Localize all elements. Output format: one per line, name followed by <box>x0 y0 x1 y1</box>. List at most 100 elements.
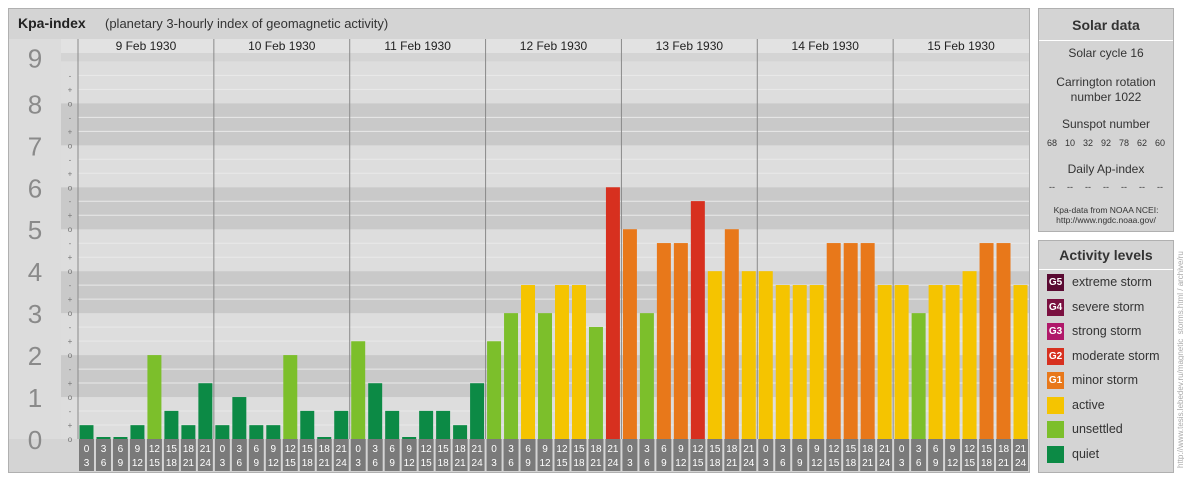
y-tick-label: 8 <box>28 89 42 119</box>
hour-start-label: 9 <box>678 444 684 455</box>
kp-bar <box>232 397 247 439</box>
hour-cell <box>792 439 808 471</box>
y-minor-mark: - <box>69 323 72 332</box>
kp-bar <box>521 285 536 439</box>
hour-cell <box>809 439 825 471</box>
hour-cell <box>435 439 451 471</box>
hour-end-label: 18 <box>438 458 450 469</box>
legend-swatch: G4 <box>1047 298 1064 316</box>
kp-bar <box>283 355 298 439</box>
hour-cell <box>214 439 230 471</box>
chart-title: Kpa-index <box>18 15 86 31</box>
hour-cell <box>758 439 774 471</box>
hour-cell <box>588 439 604 471</box>
y-minor-mark: + <box>68 421 73 430</box>
y-minor-mark: + <box>68 169 73 178</box>
y-tick-label: 7 <box>28 131 42 161</box>
carrington-rotation: Carrington rotation number 1022 <box>1056 75 1156 104</box>
ap-index-value: -- <box>1067 182 1073 192</box>
hour-start-label: 21 <box>743 444 755 455</box>
hour-end-label: 9 <box>797 458 803 469</box>
hour-end-label: 24 <box>336 458 348 469</box>
hour-end-label: 6 <box>780 458 786 469</box>
hour-start-label: 0 <box>763 444 769 455</box>
hour-cell <box>486 439 502 471</box>
hour-cell <box>367 439 383 471</box>
hour-start-label: 9 <box>814 444 820 455</box>
hour-start-label: 9 <box>950 444 956 455</box>
legend-label: extreme storm <box>1072 275 1152 289</box>
activity-levels-title: Activity levels <box>1059 247 1153 263</box>
hour-start-label: 0 <box>355 444 361 455</box>
hour-start-label: 3 <box>916 444 922 455</box>
hour-cell <box>384 439 400 471</box>
y-minor-mark: o <box>68 267 73 276</box>
chart-subtitle: (planetary 3-hourly index of geomagnetic… <box>105 16 389 31</box>
sunspot-value: 62 <box>1136 138 1147 148</box>
hour-start-label: 0 <box>220 444 226 455</box>
hour-end-label: 15 <box>149 458 161 469</box>
legend-item: active <box>1047 396 1171 417</box>
sunspot-value: 32 <box>1082 138 1093 148</box>
solar-title-divider <box>1039 40 1173 41</box>
hour-start-label: 21 <box>1015 444 1027 455</box>
hour-cell <box>537 439 553 471</box>
hour-end-label: 18 <box>709 458 721 469</box>
hour-cell <box>418 439 434 471</box>
hour-start-label: 3 <box>644 444 650 455</box>
kp-bar <box>758 271 773 439</box>
hour-end-label: 18 <box>573 458 585 469</box>
hour-end-label: 21 <box>862 458 874 469</box>
kp-bar <box>113 437 128 439</box>
hour-start-label: 21 <box>200 444 212 455</box>
legend-swatch: G5 <box>1047 274 1064 291</box>
hour-start-label: 18 <box>862 444 874 455</box>
hour-end-label: 12 <box>539 458 551 469</box>
y-minor-mark: - <box>69 113 72 122</box>
y-minor-mark: + <box>68 85 73 94</box>
hour-cell <box>1013 439 1028 471</box>
kp-bar <box>96 437 111 439</box>
hour-start-label: 3 <box>508 444 514 455</box>
kp-bar <box>504 313 519 439</box>
hour-end-label: 18 <box>166 458 178 469</box>
hour-end-label: 12 <box>404 458 416 469</box>
hour-start-label: 3 <box>101 444 107 455</box>
hour-end-label: 3 <box>491 458 497 469</box>
kp-bar <box>690 201 705 439</box>
kp-band <box>61 145 1029 188</box>
kp-bar <box>656 243 671 439</box>
kp-bar <box>571 285 586 439</box>
hour-end-label: 12 <box>675 458 687 469</box>
hour-end-label: 12 <box>947 458 959 469</box>
y-minor-mark: - <box>69 407 72 416</box>
kp-bar <box>538 313 552 439</box>
hour-end-label: 21 <box>590 458 602 469</box>
legend-item: G3 strong storm <box>1047 323 1171 343</box>
legend-label: moderate storm <box>1072 348 1160 363</box>
y-minor-mark: + <box>68 127 73 136</box>
y-tick-label: 4 <box>28 257 42 287</box>
hour-cell <box>877 439 893 471</box>
kp-bar <box>351 341 366 439</box>
hour-start-label: 6 <box>933 444 939 455</box>
hour-start-label: 6 <box>797 444 803 455</box>
hour-end-label: 9 <box>389 458 395 469</box>
y-minor-mark: o <box>68 393 73 402</box>
solar-data-title: Solar data <box>1072 17 1140 33</box>
hour-end-label: 12 <box>268 458 280 469</box>
kp-bar <box>147 355 162 439</box>
kp-bar <box>130 425 145 439</box>
hour-end-label: 9 <box>118 458 124 469</box>
hour-cell <box>163 439 179 471</box>
hour-start-label: 3 <box>780 444 786 455</box>
legend-swatch <box>1047 396 1064 414</box>
y-minor-mark: o <box>68 225 73 234</box>
y-minor-mark: + <box>68 253 73 262</box>
hour-end-label: 15 <box>421 458 433 469</box>
hour-start-label: 18 <box>183 444 195 455</box>
hour-cell <box>724 439 740 471</box>
kp-bar <box>266 425 281 439</box>
kp-bar <box>928 285 943 439</box>
